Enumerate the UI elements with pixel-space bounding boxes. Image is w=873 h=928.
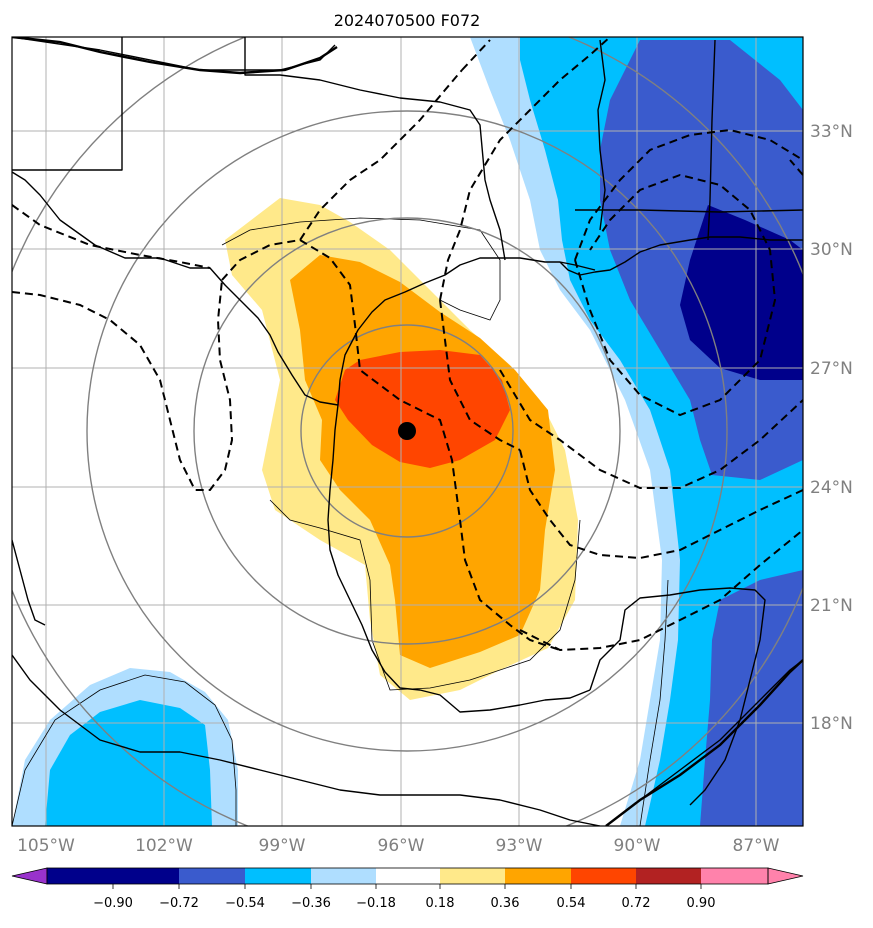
colorbar-tick-label: −0.90 (93, 896, 133, 911)
louisiana-mississippi-border (575, 209, 803, 213)
colorbar-tick-label: 0.18 (426, 896, 455, 911)
colorbar-tick-label: −0.54 (225, 896, 265, 911)
colorbar-segment (179, 868, 245, 884)
colorbar-segment (636, 868, 701, 884)
oklahoma-border-thick (12, 37, 338, 75)
colorbar-tick-label: 0.72 (622, 896, 651, 911)
colorbar-frame (46, 867, 769, 885)
colorbar-segment (505, 868, 571, 884)
lon-label: 93°W (496, 836, 543, 856)
colorbar-segment (47, 868, 113, 884)
storm-center-marker (398, 422, 416, 440)
mexico-pacific-coast (12, 654, 601, 826)
fill-negative-strong-se (700, 570, 803, 826)
contour-north (221, 69, 463, 281)
baja-fragment (12, 539, 46, 626)
colorbar-tick-label: 0.36 (491, 896, 520, 911)
lon-label: 105°W (17, 836, 75, 856)
colorbar-segment (571, 868, 636, 884)
colorbar-segment (440, 868, 505, 884)
latitude-labels: 33°N 30°N 27°N 24°N 21°N 18°N (810, 122, 853, 734)
lat-label: 30°N (810, 240, 853, 260)
colorbar-segment (701, 868, 768, 884)
colorbar-segment (113, 868, 179, 884)
contour-west-upper (12, 204, 211, 269)
contour-east-a (439, 37, 611, 301)
range-rings (12, 37, 803, 826)
yucatan-coast (589, 587, 766, 806)
colorbar-extend-high (767, 867, 804, 885)
colorbar-tick-label: −0.36 (291, 896, 331, 911)
colorbar-tick-label: −0.18 (356, 896, 396, 911)
lat-label: 27°N (810, 359, 853, 379)
contour-east-d (519, 529, 803, 652)
thin-outline-west (221, 217, 501, 321)
mississippi-river (597, 39, 606, 231)
map-title: 2024070500 F072 (334, 11, 481, 30)
lon-label: 96°W (378, 836, 425, 856)
mexico-east-coast (327, 404, 591, 713)
texas-state-border (244, 37, 506, 261)
cuba-coast-thick (605, 659, 803, 826)
lon-label: 99°W (259, 836, 306, 856)
colorbar-tick-label: −0.72 (159, 896, 199, 911)
lat-label: 24°N (810, 478, 853, 498)
lon-label: 87°W (733, 836, 780, 856)
colorbar-tick-label: 0.90 (687, 896, 716, 911)
gulf-coast-texas (337, 257, 596, 406)
lat-label: 18°N (810, 714, 853, 734)
dashed-contours (12, 37, 803, 652)
lat-label: 21°N (810, 596, 853, 616)
colorbar-segment (311, 868, 376, 884)
colorbar-segment (245, 868, 311, 884)
colorbar-extend-low (11, 867, 48, 885)
lat-label: 33°N (810, 122, 853, 142)
colorbar-segment (376, 868, 440, 884)
contour-ring-a (574, 128, 803, 261)
contour-west-outer (12, 279, 234, 491)
contour-storm (519, 449, 803, 560)
longitude-labels: 105°W 102°W 99°W 96°W 93°W 90°W 87°W (17, 836, 780, 856)
map-frame (11, 36, 804, 827)
lon-label: 90°W (614, 836, 661, 856)
contour-east-b (439, 299, 521, 451)
thin-outline-sw (12, 674, 237, 826)
contour-ring-b (574, 173, 777, 417)
colorbar: −0.90 −0.72 −0.54 −0.36 −0.18 0.18 0.36 … (11, 867, 804, 911)
thin-outline-south (269, 499, 581, 691)
us-mexico-border (12, 171, 339, 406)
colorbar-ticks (112, 884, 702, 889)
lon-label: 102°W (135, 836, 193, 856)
fill-negative-mid-sw (45, 700, 212, 826)
contour-east-c (499, 369, 803, 489)
contour-ring-c (789, 159, 803, 176)
new-mexico-border (12, 37, 123, 171)
map-area (12, 37, 803, 826)
gridlines (12, 37, 803, 826)
alabama-border (707, 39, 716, 241)
contour-east-inner (461, 39, 491, 71)
colorbar-tick-label: 0.54 (557, 896, 586, 911)
fill-positive-strong (335, 350, 510, 468)
